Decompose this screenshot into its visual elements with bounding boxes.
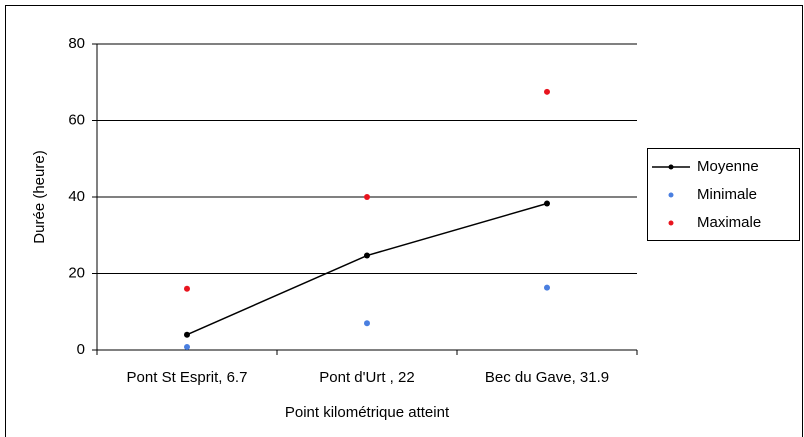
y-tick-label: 80	[68, 35, 85, 52]
legend-label: Minimale	[697, 186, 757, 203]
legend-marker	[668, 164, 674, 170]
legend-label: Moyenne	[697, 158, 759, 175]
legend-marker	[668, 220, 674, 226]
data-point	[364, 252, 370, 259]
y-axis-title: Durée (heure)	[31, 150, 48, 243]
x-tick-label: Bec du Gave, 31.9	[485, 369, 609, 386]
y-tick-label: 40	[68, 188, 85, 205]
x-axis-title: Point kilométrique atteint	[285, 404, 450, 421]
x-tick-label: Pont St Esprit, 6.7	[127, 369, 248, 386]
y-tick-label: 0	[77, 341, 85, 358]
series-line	[186, 202, 548, 336]
data-point	[184, 331, 190, 338]
data-point	[544, 200, 550, 207]
data-point	[544, 88, 550, 95]
x-tick-label: Pont d'Urt , 22	[319, 369, 414, 386]
data-point	[184, 343, 190, 350]
data-point	[544, 284, 550, 291]
data-point	[184, 285, 190, 292]
y-tick-label: 20	[68, 264, 85, 281]
data-point	[364, 320, 370, 327]
chart-frame	[5, 5, 803, 437]
data-point	[364, 194, 370, 200]
legend-label: Maximale	[697, 214, 761, 231]
legend-marker	[668, 192, 674, 198]
y-tick-label: 60	[68, 111, 85, 128]
